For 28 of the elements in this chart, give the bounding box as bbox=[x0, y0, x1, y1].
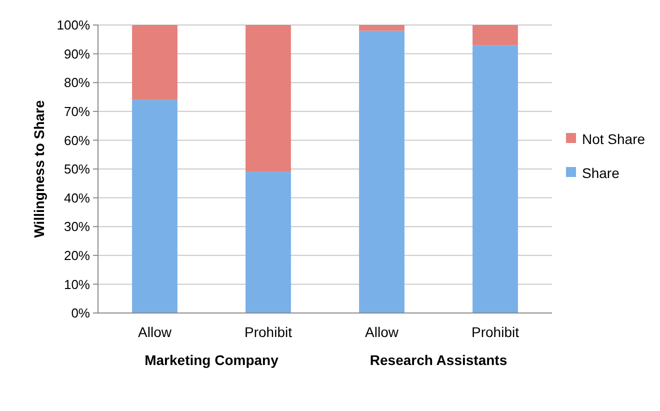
y-tick-label: 40% bbox=[64, 190, 90, 206]
x-tick-label: Prohibit bbox=[472, 324, 520, 340]
bar bbox=[246, 25, 291, 172]
bar bbox=[246, 172, 291, 313]
bar bbox=[132, 25, 178, 100]
y-axis-title: Willingness to Share bbox=[31, 100, 47, 238]
bar bbox=[472, 45, 518, 313]
bar bbox=[359, 25, 404, 31]
bar bbox=[359, 30, 404, 313]
y-tick-label: 30% bbox=[64, 219, 90, 234]
bar bbox=[132, 100, 178, 313]
text: Research Assistants bbox=[370, 352, 508, 368]
x-tick-label: Allow bbox=[138, 324, 172, 340]
bar bbox=[472, 25, 518, 46]
x-tick-label: Prohibit bbox=[244, 324, 292, 340]
y-tick-label: 50% bbox=[64, 162, 90, 177]
y-tick-label: 60% bbox=[64, 132, 90, 148]
y-tick-label: 80% bbox=[64, 75, 90, 90]
y-tick-label: 0% bbox=[71, 306, 90, 321]
y-tick-label: 70% bbox=[64, 104, 90, 119]
y-tick-label: 90% bbox=[64, 46, 90, 62]
x-tick-label: Allow bbox=[365, 324, 400, 340]
legend-label: Not Share bbox=[582, 130, 646, 147]
y-tick-label: 10% bbox=[64, 276, 90, 292]
text: Marketing Company bbox=[144, 352, 279, 368]
legend-label: Share bbox=[582, 164, 620, 181]
y-tick-label: 20% bbox=[64, 248, 90, 263]
y-tick-label: 100% bbox=[56, 18, 90, 33]
